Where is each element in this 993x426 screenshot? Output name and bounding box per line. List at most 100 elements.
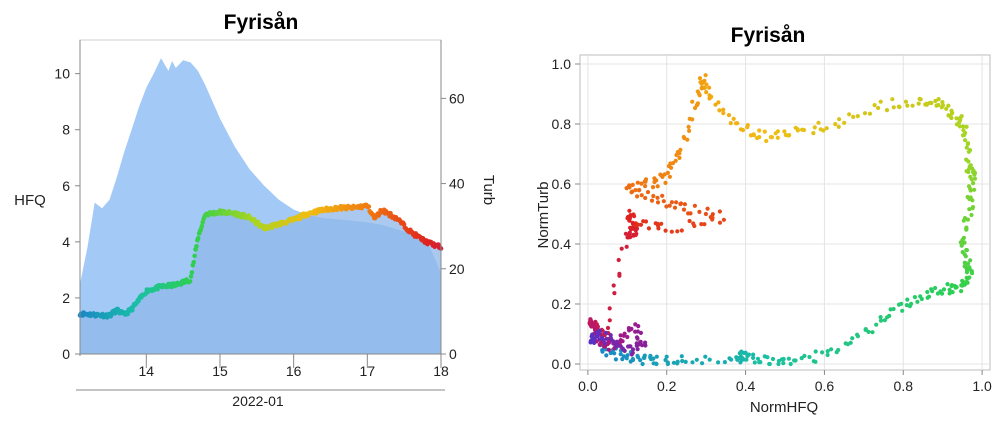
scatter-point xyxy=(842,120,847,125)
turbidity-point xyxy=(189,270,195,275)
scatter-point xyxy=(618,344,624,349)
scatter-point xyxy=(966,159,971,164)
scatter-point xyxy=(703,211,709,217)
scatter-point xyxy=(847,112,852,117)
scatter-point xyxy=(946,103,951,108)
scatter-point xyxy=(745,353,750,359)
scatter-point xyxy=(829,347,834,352)
scatter-point xyxy=(866,329,871,334)
scatter-point xyxy=(650,185,656,190)
scatter-point xyxy=(630,182,635,187)
scatter-point xyxy=(694,357,699,362)
scatter-point xyxy=(960,237,965,242)
scatter-point xyxy=(679,228,684,233)
scatter-point xyxy=(690,99,695,104)
scatter-point xyxy=(748,133,754,138)
scatter-point xyxy=(608,336,614,341)
scatter-point xyxy=(939,291,945,296)
scatter-point xyxy=(767,361,772,367)
scatter-point xyxy=(764,138,769,144)
scatter-point xyxy=(905,297,910,302)
scatter-point xyxy=(782,129,787,134)
scatter-point xyxy=(702,78,707,83)
scatter-point xyxy=(716,100,721,105)
scatter-point xyxy=(968,174,973,179)
scatter-point xyxy=(876,105,881,111)
scatter-point xyxy=(643,179,648,184)
scatter-point xyxy=(636,324,641,329)
scatter-point xyxy=(588,340,593,345)
scatter-point xyxy=(606,340,612,345)
scatter-point xyxy=(626,184,632,189)
scatter-point xyxy=(970,166,975,171)
scatter-point xyxy=(692,203,698,208)
scatter-point xyxy=(699,222,704,227)
scatter-point xyxy=(656,226,661,231)
scatter-point xyxy=(690,360,695,365)
scatter-point xyxy=(663,228,668,233)
scatter-point xyxy=(752,360,757,365)
scatter-point xyxy=(630,347,636,352)
scatter-point xyxy=(624,244,629,249)
scatter-point xyxy=(630,220,635,225)
scatter-point xyxy=(954,122,960,127)
scatter-point xyxy=(964,227,969,232)
scatter-point xyxy=(961,124,966,129)
scatter-point xyxy=(604,353,609,358)
scatter-point xyxy=(655,195,660,200)
turbidity-point xyxy=(192,253,197,259)
scatter-point xyxy=(972,176,978,181)
scatter-point xyxy=(697,76,703,81)
turbidity-point xyxy=(155,286,160,292)
scatter-point xyxy=(637,187,642,193)
scatter-point xyxy=(627,230,632,235)
scatter-frame xyxy=(579,54,991,371)
scatter-point xyxy=(654,354,659,359)
scatter-point xyxy=(824,126,829,131)
scatter-point xyxy=(967,207,972,212)
scatter-point xyxy=(813,359,818,364)
scatter-point xyxy=(960,283,965,288)
scatter-point xyxy=(961,128,966,133)
scatter-point xyxy=(646,226,652,231)
scatter-point xyxy=(882,318,888,323)
scatter-point xyxy=(960,278,965,283)
scatter-point xyxy=(970,205,976,210)
scatter-point xyxy=(705,206,710,211)
scatter-point xyxy=(640,361,645,367)
scatter-point xyxy=(770,356,776,362)
scatter-point xyxy=(751,355,756,360)
scatter-point xyxy=(643,195,648,201)
scatter-point xyxy=(933,285,938,291)
scatter-point xyxy=(716,360,721,365)
scatter-point xyxy=(660,174,665,179)
scatter-point xyxy=(837,117,842,122)
scatter-y-tick-label: 0.6 xyxy=(552,176,572,192)
scatter-point xyxy=(627,208,632,213)
scatter-point xyxy=(652,179,657,185)
scatter-point xyxy=(765,355,770,360)
scatter-point xyxy=(611,339,616,344)
scatter-point xyxy=(588,318,593,323)
scatter-point xyxy=(820,350,825,355)
scatter-point xyxy=(672,205,678,210)
scatter-point xyxy=(641,219,646,224)
scatter-point xyxy=(968,188,973,193)
scatter-y-axis-label: NormTurb xyxy=(535,182,552,249)
scatter-point xyxy=(605,325,611,331)
left-y-tick-label: 2 xyxy=(62,290,70,306)
scatter-point xyxy=(781,361,786,366)
scatter-point xyxy=(867,111,873,116)
turbidity-point xyxy=(191,259,196,265)
scatter-point xyxy=(968,163,973,168)
turbidity-point xyxy=(199,223,205,229)
scatter-point xyxy=(682,136,687,141)
right-chart-title: Fyrisån xyxy=(731,24,806,47)
scatter-point xyxy=(964,145,969,150)
scatter-point xyxy=(639,181,644,186)
scatter-point xyxy=(675,361,680,366)
scatter-point xyxy=(683,359,688,364)
scatter-point xyxy=(707,85,712,90)
scatter-point xyxy=(788,361,793,367)
scatter-point xyxy=(890,97,895,102)
